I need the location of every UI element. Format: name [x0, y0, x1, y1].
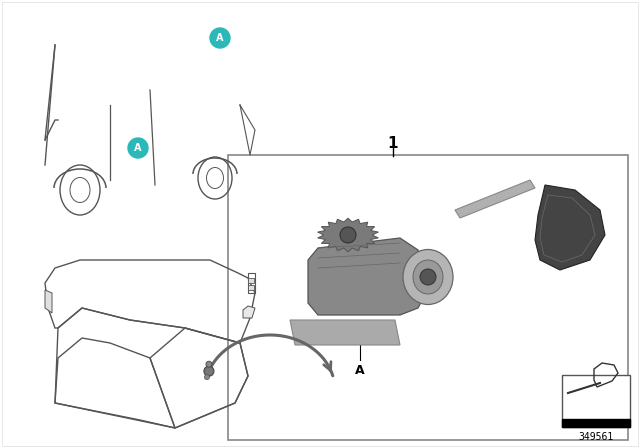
Polygon shape: [45, 290, 52, 313]
Text: 349561: 349561: [579, 432, 614, 442]
Ellipse shape: [403, 250, 453, 305]
Polygon shape: [290, 320, 400, 345]
Circle shape: [204, 366, 214, 376]
Circle shape: [340, 227, 356, 243]
Circle shape: [420, 269, 436, 285]
Polygon shape: [535, 185, 605, 270]
Polygon shape: [317, 218, 378, 252]
Text: A: A: [134, 143, 141, 153]
Text: A: A: [355, 363, 365, 376]
Polygon shape: [243, 306, 255, 318]
Polygon shape: [455, 180, 535, 218]
Circle shape: [206, 361, 212, 367]
Bar: [562, 375, 630, 427]
Circle shape: [210, 28, 230, 48]
Text: A: A: [216, 33, 224, 43]
Circle shape: [204, 375, 209, 380]
Bar: [228, 155, 628, 440]
Polygon shape: [308, 238, 425, 315]
Ellipse shape: [413, 260, 443, 294]
Circle shape: [128, 138, 148, 158]
Text: 1: 1: [388, 135, 398, 151]
Polygon shape: [248, 278, 254, 283]
Polygon shape: [248, 285, 254, 290]
Bar: [562, 419, 630, 427]
